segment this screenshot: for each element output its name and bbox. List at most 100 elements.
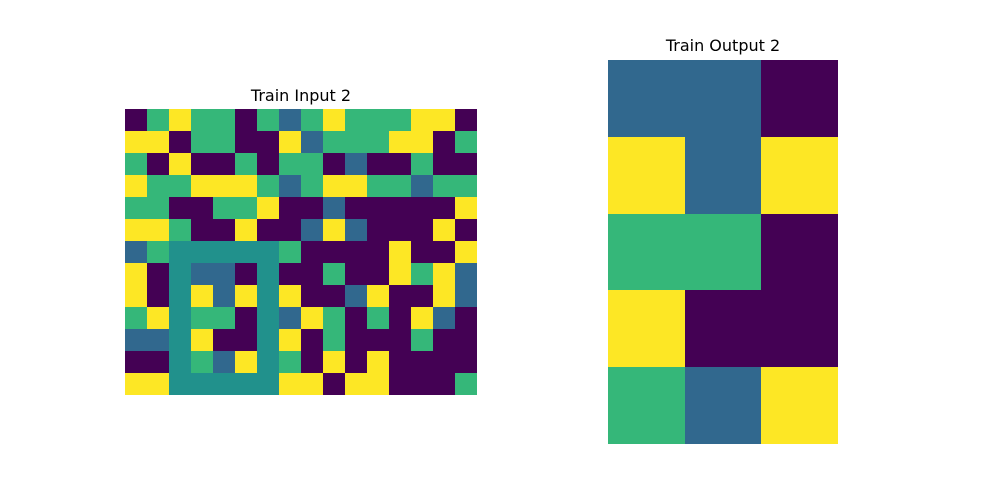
- input-grid-cell: [279, 153, 301, 175]
- input-grid-cell: [301, 373, 323, 395]
- output-grid-cell: [608, 213, 685, 291]
- input-grid-cell: [411, 351, 433, 373]
- input-grid-cell: [345, 241, 367, 263]
- input-grid-cell: [257, 197, 279, 219]
- input-grid-cell: [147, 373, 169, 395]
- input-grid-cell: [169, 219, 191, 241]
- input-grid-cell: [125, 175, 147, 197]
- input-grid-title: Train Input 2: [250, 86, 352, 105]
- input-grid-cell: [455, 307, 477, 329]
- output-grid-cell: [684, 60, 762, 137]
- input-grid-cell: [323, 109, 345, 131]
- input-grid-cell: [433, 197, 455, 219]
- input-grid-cell: [125, 351, 147, 373]
- input-grid-cell: [345, 197, 367, 219]
- input-grid-cell: [279, 241, 301, 263]
- input-grid-cell: [411, 197, 433, 219]
- input-grid-cell: [367, 263, 389, 285]
- input-grid-cell: [191, 109, 213, 131]
- input-grid-cell: [169, 263, 191, 285]
- input-grid-cell: [411, 241, 433, 263]
- input-grid-cell: [411, 109, 433, 131]
- input-grid-cell: [323, 197, 345, 219]
- output-grid-cell: [608, 136, 685, 214]
- input-grid-cell: [169, 197, 191, 219]
- input-grid-cell: [235, 153, 257, 175]
- input-grid-cell: [235, 197, 257, 219]
- output-grid-cell: [684, 367, 762, 444]
- input-grid-cell: [389, 109, 411, 131]
- input-grid-cell: [323, 241, 345, 263]
- input-grid-cell: [147, 241, 169, 263]
- input-grid-cell: [301, 197, 323, 219]
- input-grid-cell: [191, 373, 213, 395]
- input-grid-cell: [191, 329, 213, 351]
- input-grid-cell: [235, 351, 257, 373]
- output-grid-cell: [761, 60, 838, 137]
- input-grid-cell: [345, 351, 367, 373]
- input-grid-cell: [345, 153, 367, 175]
- input-grid-cell: [411, 329, 433, 351]
- input-grid-cell: [169, 131, 191, 153]
- input-grid-cell: [257, 285, 279, 307]
- input-grid-cell: [433, 351, 455, 373]
- input-grid-cell: [411, 263, 433, 285]
- input-grid-cell: [125, 109, 147, 131]
- input-grid-cell: [213, 153, 235, 175]
- input-grid-cell: [147, 219, 169, 241]
- input-grid-cell: [301, 153, 323, 175]
- input-grid-cell: [213, 285, 235, 307]
- input-grid-cell: [389, 307, 411, 329]
- input-grid-cell: [169, 153, 191, 175]
- input-grid-cell: [147, 307, 169, 329]
- input-grid-cell: [257, 153, 279, 175]
- input-grid-cell: [279, 263, 301, 285]
- input-grid-cell: [235, 263, 257, 285]
- output-grid-cell: [608, 367, 685, 444]
- input-grid-cell: [345, 285, 367, 307]
- input-grid-cell: [279, 351, 301, 373]
- input-grid-cell: [235, 307, 257, 329]
- input-grid-cell: [301, 175, 323, 197]
- input-grid-cell: [433, 329, 455, 351]
- input-grid-cell: [323, 307, 345, 329]
- input-grid-cell: [125, 153, 147, 175]
- input-grid-cell: [213, 219, 235, 241]
- input-grid-cell: [213, 351, 235, 373]
- input-grid-cell: [301, 285, 323, 307]
- input-grid-cell: [433, 285, 455, 307]
- input-grid-cell: [147, 131, 169, 153]
- input-grid-cell: [389, 329, 411, 351]
- input-grid-cell: [213, 241, 235, 263]
- input-grid-cell: [235, 219, 257, 241]
- input-grid-cell: [433, 307, 455, 329]
- output-grid-cell: [761, 213, 838, 291]
- input-grid-cell: [169, 241, 191, 263]
- input-grid-cell: [213, 263, 235, 285]
- input-grid-cell: [125, 197, 147, 219]
- input-grid-cell: [389, 263, 411, 285]
- input-grid-cell: [323, 219, 345, 241]
- input-grid-cell: [191, 131, 213, 153]
- input-grid-cell: [389, 373, 411, 395]
- input-grid-cell: [323, 131, 345, 153]
- input-grid-cell: [257, 131, 279, 153]
- input-grid-cell: [279, 307, 301, 329]
- input-grid-cell: [191, 219, 213, 241]
- input-grid-cell: [455, 351, 477, 373]
- input-grid-cell: [279, 219, 301, 241]
- input-grid-cell: [125, 307, 147, 329]
- input-grid-cell: [191, 153, 213, 175]
- input-grid-cell: [279, 131, 301, 153]
- input-grid-cell: [455, 197, 477, 219]
- input-grid-cell: [433, 153, 455, 175]
- input-grid-cell: [301, 307, 323, 329]
- input-grid-cell: [345, 373, 367, 395]
- input-grid-cell: [389, 219, 411, 241]
- input-grid-cell: [367, 307, 389, 329]
- input-grid-cell: [125, 131, 147, 153]
- input-grid-cell: [213, 197, 235, 219]
- input-grid-cell: [455, 263, 477, 285]
- output-grid-cell: [761, 136, 838, 214]
- input-grid-cell: [213, 131, 235, 153]
